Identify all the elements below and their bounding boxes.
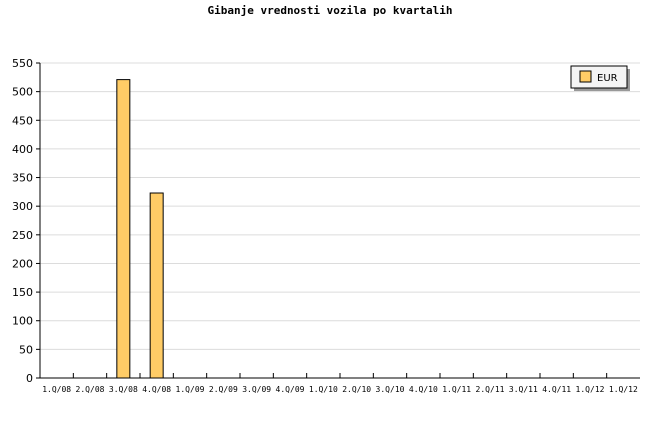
y-tick-label: 450 — [12, 114, 33, 127]
chart-title: Gibanje vrednosti vozila po kvartalih — [207, 4, 453, 17]
y-tick-label: 150 — [12, 286, 33, 299]
legend-label: EUR — [597, 73, 618, 84]
x-tick-label: 3.Q/11 — [509, 385, 538, 394]
x-tick-label: 4.Q/10 — [409, 385, 438, 394]
x-tick-label: 1.Q/10 — [309, 385, 338, 394]
x-tick-label: 3.Q/10 — [376, 385, 405, 394]
x-tick-label: 3.Q/08 — [109, 385, 138, 394]
x-tick-label: 1.Q/11 — [442, 385, 471, 394]
y-tick-label: 500 — [12, 86, 33, 99]
y-tick-label: 550 — [12, 57, 33, 70]
x-tick-label: 4.Q/11 — [542, 385, 571, 394]
x-tick-label: 1.Q/12 — [609, 385, 638, 394]
bar — [116, 79, 131, 379]
y-tick-label: 200 — [12, 257, 33, 270]
x-tick-label: 2.Q/09 — [209, 385, 238, 394]
x-tick-label: 2.Q/08 — [76, 385, 105, 394]
y-tick-label: 50 — [19, 343, 33, 356]
y-tick-label: 400 — [12, 143, 33, 156]
x-tick-label: 1.Q/09 — [176, 385, 205, 394]
legend-swatch — [579, 70, 592, 83]
x-tick-label: 4.Q/09 — [276, 385, 305, 394]
y-tick-label: 250 — [12, 229, 33, 242]
x-tick-label: 4.Q/08 — [142, 385, 171, 394]
y-tick-label: 0 — [26, 372, 33, 385]
x-tick-label: 1.Q/12 — [576, 385, 605, 394]
x-tick-label: 3.Q/09 — [242, 385, 271, 394]
y-tick-label: 350 — [12, 172, 33, 185]
x-tick-label: 1.Q/08 — [42, 385, 71, 394]
y-tick-label: 100 — [12, 315, 33, 328]
x-tick-label: 2.Q/10 — [342, 385, 371, 394]
y-tick-label: 300 — [12, 200, 33, 213]
bar — [149, 192, 164, 379]
x-tick-label: 2.Q/11 — [476, 385, 505, 394]
